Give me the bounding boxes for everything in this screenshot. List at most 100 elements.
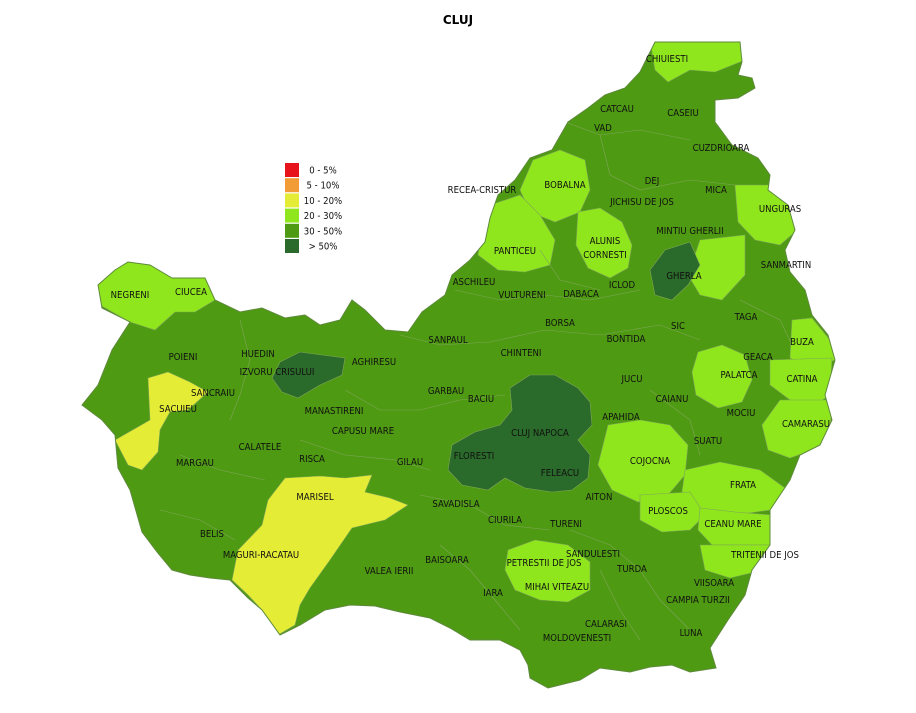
locality-label: GHERLA	[666, 271, 701, 282]
commune-boundary	[539, 249, 601, 291]
locality-label: LUNA	[680, 628, 703, 639]
locality-label: CIUCEA	[175, 287, 207, 298]
legend: 0 - 5% 5 - 10% 10 - 20% 20 - 30% 30 - 50% > 5…	[285, 163, 342, 253]
region-izvoru	[271, 351, 346, 399]
locality-label: AGHIRESU	[352, 357, 396, 368]
locality-label: SAVADISLA	[432, 499, 479, 510]
commune-boundary	[179, 454, 266, 481]
commune-boundary	[419, 494, 551, 531]
locality-label: GARBAU	[428, 386, 464, 397]
locality-label: CALARASI	[585, 619, 627, 630]
locality-label: CAPUSU MARE	[332, 426, 394, 437]
locality-label: PLOSCOS	[648, 506, 688, 517]
locality-label: CLUJ NAPOCA	[511, 428, 569, 439]
commune-boundary	[599, 569, 641, 641]
locality-label: CATCAU	[600, 104, 634, 115]
locality-label: VAD	[594, 123, 612, 134]
county-border	[81, 41, 836, 689]
locality-label: TAGA	[734, 312, 758, 323]
locality-label: PANTICEU	[494, 246, 536, 257]
legend-label: 30 - 50%	[304, 226, 342, 237]
locality-label: GILAU	[397, 457, 423, 468]
locality-label: BACIU	[468, 394, 494, 405]
locality-label: SANDULESTI	[566, 549, 620, 560]
region-marisel-maguri	[231, 474, 409, 636]
locality-label: BAISOARA	[425, 555, 469, 566]
locality-label: ICLOD	[609, 280, 636, 291]
locality-label: HUEDIN	[241, 349, 275, 360]
locality-label: VULTURENI	[498, 290, 545, 301]
legend-label: 20 - 30%	[304, 211, 342, 222]
locality-label: JUCU	[620, 374, 642, 385]
locality-label: SANCRAIU	[191, 388, 235, 399]
locality-label: FRATA	[730, 480, 756, 491]
locality-label: IARA	[483, 588, 503, 599]
locality-label: MINTIU GHERLII	[656, 226, 723, 237]
locality-label: TURDA	[616, 564, 647, 575]
locality-label: SANMARTIN	[761, 260, 811, 271]
locality-label: MOLDOVENESTI	[543, 633, 611, 644]
locality-label: CIURILA	[488, 515, 522, 526]
map-title: CLUJ	[442, 13, 474, 27]
commune-boundary	[344, 389, 506, 411]
locality-label: AITON	[586, 492, 613, 503]
commune-regions	[94, 42, 835, 636]
locality-label: JICHISU DE JOS	[609, 197, 674, 208]
locality-label: SUATU	[694, 436, 722, 447]
locality-label: CASEIU	[667, 108, 698, 119]
locality-label: CEANU MARE	[704, 519, 761, 530]
locality-label: BORSA	[545, 318, 575, 329]
locality-label: PETRESTII DE JOS	[507, 558, 582, 569]
legend-label: > 50%	[309, 242, 338, 253]
locality-label: CUZDRIOARA	[693, 143, 750, 154]
commune-boundary	[559, 119, 691, 141]
locality-label: RISCA	[299, 454, 325, 465]
commune-boundary	[229, 319, 251, 421]
locality-label: RECEA-CRISTUR	[448, 185, 517, 196]
locality-label: BONTIDA	[607, 334, 646, 345]
locality-label: MICA	[705, 185, 727, 196]
legend-swatch	[285, 193, 299, 208]
locality-label: VIISOARA	[694, 578, 734, 589]
region-ploscos	[639, 491, 706, 533]
legend-swatch	[285, 208, 299, 223]
locality-label: BUZA	[790, 337, 814, 348]
locality-label: CALATELE	[239, 442, 282, 453]
locality-label: DABACA	[563, 289, 599, 300]
locality-label: MOCIU	[727, 408, 756, 419]
legend-label: 5 - 10%	[307, 181, 340, 192]
commune-boundary	[569, 529, 691, 631]
locality-label: MARISEL	[296, 492, 334, 503]
locality-label: NEGRENI	[111, 290, 150, 301]
locality-label: DEJ	[645, 176, 660, 187]
locality-label: CATINA	[786, 374, 817, 385]
region-palatca	[691, 344, 753, 409]
commune-boundary	[399, 324, 701, 346]
locality-label: CAMPIA TURZII	[666, 595, 730, 606]
locality-label: SACUIEU	[159, 404, 197, 415]
locality-label: MIHAI VITEAZU	[525, 582, 589, 593]
commune-boundary	[649, 389, 701, 456]
locality-label: BELIS	[200, 529, 224, 540]
locality-label: UNGURAS	[759, 204, 801, 215]
commune-boundary	[439, 544, 521, 631]
locality-label: APAHIDA	[602, 412, 640, 423]
legend-swatch	[285, 239, 299, 253]
locality-label: TRITENII DE JOS	[730, 550, 799, 561]
region-cojocna	[597, 419, 689, 503]
region-petrestii	[504, 539, 591, 603]
locality-label: CAMARASU	[782, 419, 830, 430]
locality-label: CAIANU	[656, 394, 689, 405]
locality-label: MANASTIRENI	[305, 406, 364, 417]
region-buza	[789, 317, 835, 369]
locality-label: POIENI	[169, 352, 198, 363]
locality-label: MARGAU	[176, 458, 214, 469]
legend-swatch	[285, 163, 299, 177]
locality-label: GEACA	[743, 352, 773, 363]
locality-label: VALEA IERII	[365, 566, 414, 577]
commune-boundary	[299, 439, 431, 471]
locality-label: TURENI	[549, 519, 582, 530]
locality-label: CHINTENI	[501, 348, 542, 359]
locality-label: IZVORU CRISULUI	[240, 367, 315, 378]
